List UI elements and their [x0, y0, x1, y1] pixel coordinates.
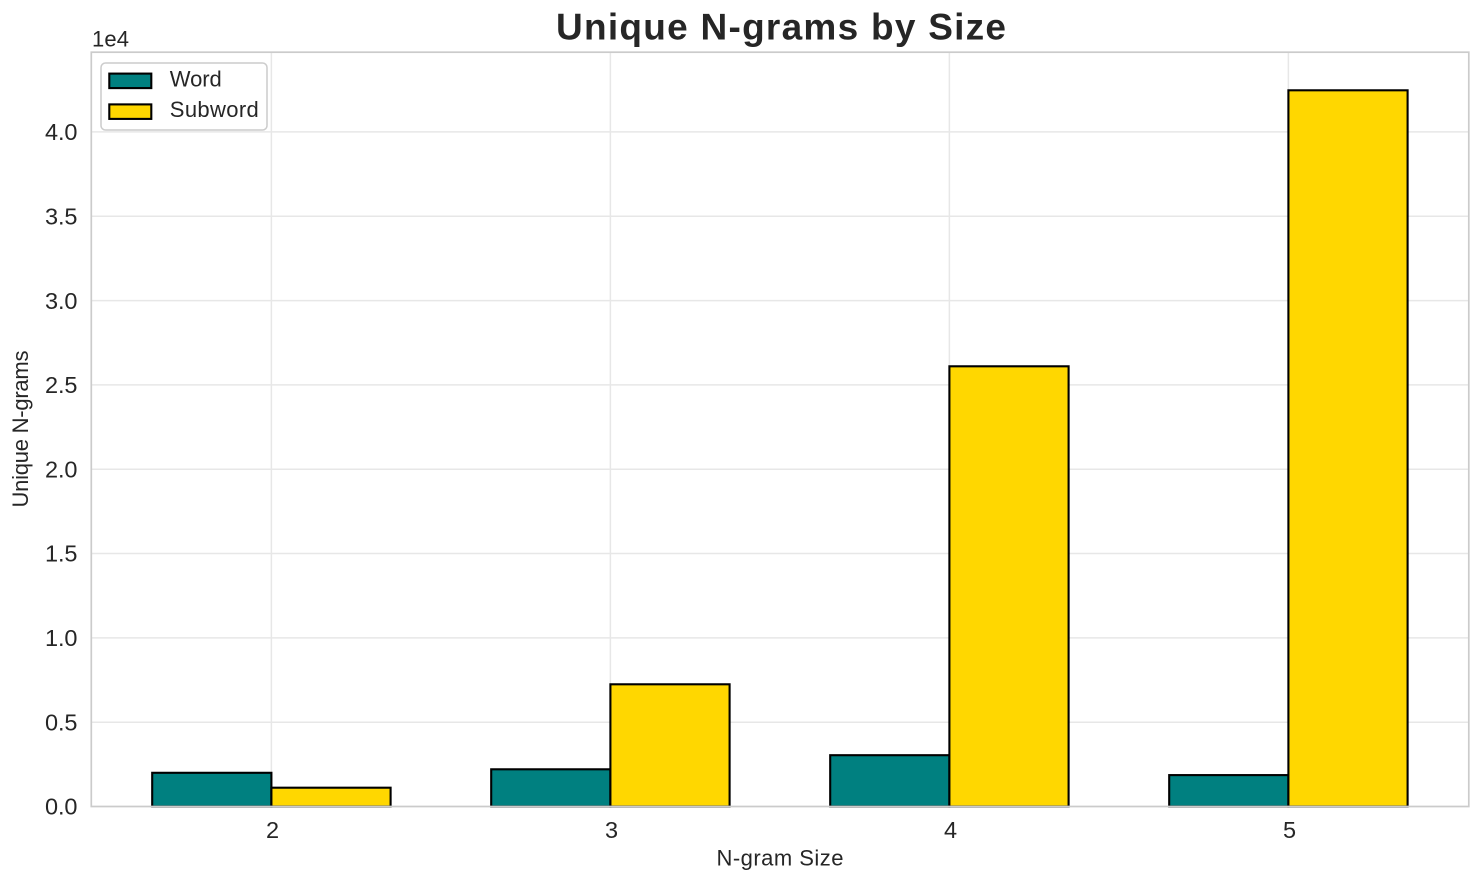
- svg-text:Unique N-grams: Unique N-grams: [8, 351, 33, 508]
- svg-text:Unique N-grams by Size: Unique N-grams by Size: [556, 7, 1006, 48]
- svg-text:1e4: 1e4: [92, 26, 129, 51]
- svg-text:3.0: 3.0: [45, 288, 78, 314]
- svg-text:1.5: 1.5: [45, 541, 78, 567]
- svg-text:0.0: 0.0: [45, 794, 78, 820]
- svg-text:2: 2: [266, 817, 279, 843]
- svg-text:3.5: 3.5: [45, 203, 78, 229]
- svg-text:0.5: 0.5: [45, 709, 78, 735]
- svg-text:4.0: 4.0: [45, 119, 78, 145]
- svg-text:4: 4: [944, 817, 957, 843]
- svg-text:Subword: Subword: [170, 97, 259, 122]
- svg-text:1.0: 1.0: [45, 625, 78, 651]
- svg-text:3: 3: [605, 817, 618, 843]
- svg-text:5: 5: [1283, 817, 1296, 843]
- svg-text:Word: Word: [170, 66, 222, 91]
- svg-text:2.0: 2.0: [45, 456, 78, 482]
- svg-text:2.5: 2.5: [45, 372, 78, 398]
- svg-text:N-gram Size: N-gram Size: [717, 846, 844, 871]
